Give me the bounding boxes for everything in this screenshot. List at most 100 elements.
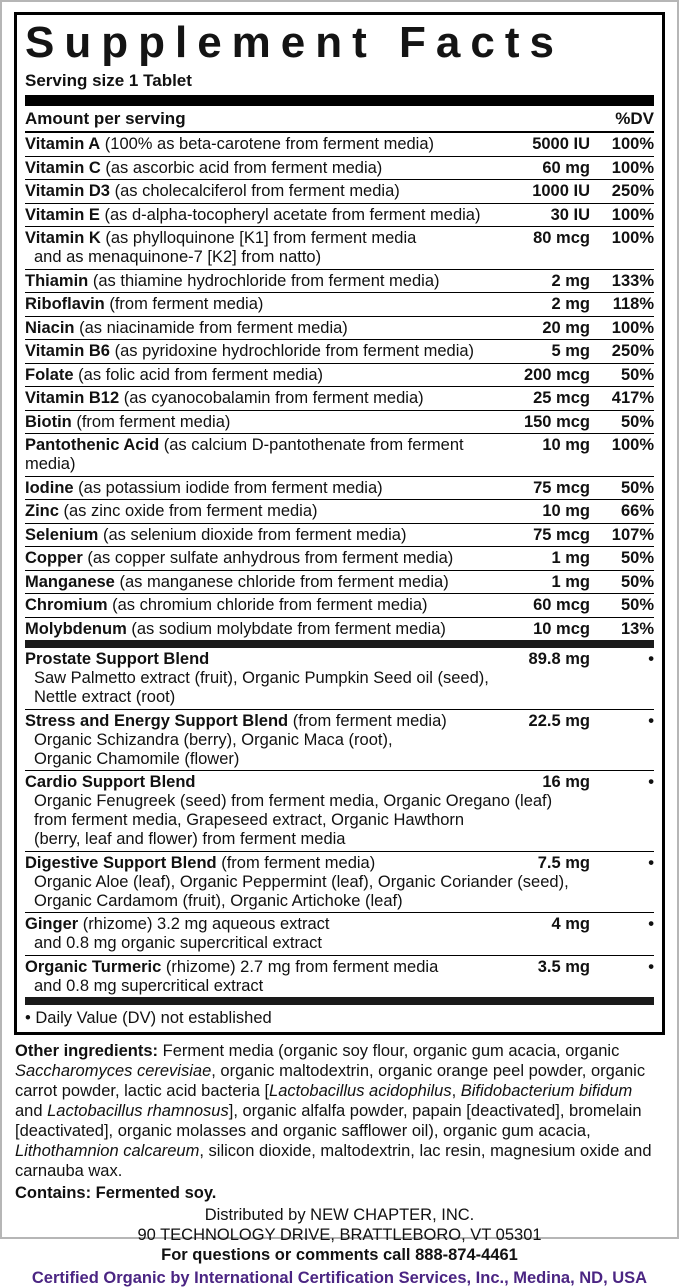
amount-value: 5000 IU: [532, 135, 590, 153]
amount-value: 22.5 mg: [528, 711, 590, 730]
amount-per-serving-header: Amount per serving: [25, 109, 186, 128]
table-row: Vitamin C (as ascorbic acid from ferment…: [25, 155, 654, 180]
dv-value: •: [648, 650, 654, 668]
amount-value: 1 mg: [551, 549, 590, 567]
blend-table: Prostate Support Blend 89.8 mg • Saw Palmet…: [25, 648, 654, 997]
amount-value: 3.5 mg: [537, 957, 590, 976]
ingredient-name: Folate (as folic acid from ferment media…: [25, 365, 324, 384]
phone-line: For questions or comments call 888-874-4…: [161, 1246, 518, 1264]
ingredient-subline: and as menaquinone-7 [K2] from natto): [34, 248, 322, 266]
amount-value: 16 mg: [542, 773, 590, 791]
amount-value: 200 mcg: [523, 365, 590, 384]
ingredient-subline: and 0.8 mg supercritical extract: [34, 976, 264, 995]
ingredient-name: Digestive Support Blend (from ferment me…: [25, 853, 376, 872]
ingredient-name: Vitamin A (100% as beta-carotene from fe…: [25, 135, 435, 153]
ingredient-subline: and 0.8 mg organic supercritical extract: [34, 934, 322, 952]
ingredient-name: Thiamin (as thiamine hydrochloride from …: [25, 271, 440, 290]
divider-thick-bottom: [25, 997, 654, 1005]
dv-value: 100%: [611, 158, 654, 177]
ingredient-subline: Organic Aloe (leaf), Organic Peppermint …: [34, 872, 569, 891]
dv-value: 50%: [620, 365, 654, 384]
amount-value: 20 mg: [542, 318, 590, 337]
dv-value: 13%: [620, 619, 654, 638]
amount-value: 4 mg: [551, 915, 590, 933]
dv-value: 50%: [620, 572, 654, 591]
dv-value: 66%: [620, 502, 654, 520]
table-row: Vitamin E (as d-alpha-tocopheryl acetate…: [25, 202, 654, 227]
divider-thick-middle: [25, 640, 654, 648]
distributor-line: Distributed by NEW CHAPTER, INC.: [204, 1206, 475, 1224]
dv-value: 133%: [611, 271, 654, 290]
ingredient-name: Vitamin E (as d-alpha-tocopheryl acetate…: [25, 205, 481, 224]
amount-value: 75 mcg: [533, 478, 590, 497]
table-row: Vitamin D3 (as cholecalciferol from ferm…: [25, 179, 654, 203]
column-header-row: Amount per serving %DV: [25, 106, 654, 133]
dv-value: 118%: [612, 295, 654, 313]
ingredient-name: Zinc (as zinc oxide from ferment media): [25, 502, 318, 520]
table-row: Digestive Support Blend (from ferment me…: [25, 850, 654, 913]
dv-value: •: [648, 773, 654, 791]
amount-value: 1000 IU: [532, 182, 590, 200]
amount-value: 25 mcg: [533, 389, 590, 407]
dv-value: •: [648, 711, 654, 730]
dv-value: 107%: [611, 525, 654, 544]
amount-value: 2 mg: [551, 271, 590, 290]
dv-value: 50%: [620, 596, 654, 614]
ingredient-name: Molybdenum (as sodium molybdate from fer…: [25, 619, 446, 638]
amount-value: 150 mcg: [523, 412, 590, 431]
ingredient-subline: (berry, leaf and flower) from ferment me…: [34, 830, 346, 848]
dv-header: %DV: [615, 109, 654, 128]
table-row: Riboflavin (from ferment media) 2 mg 118%: [25, 292, 654, 316]
table-row: Cardio Support Blend 16 mg • Organic Fenugr…: [25, 770, 654, 851]
dv-footnote: • Daily Value (DV) not established: [25, 1009, 272, 1027]
ingredient-name: Stress and Energy Support Blend (from fe…: [25, 711, 447, 730]
dv-value: •: [648, 853, 654, 872]
amount-value: 60 mg: [542, 158, 590, 177]
table-row: Manganese (as manganese chloride from fe…: [25, 569, 654, 594]
ingredient-name: Vitamin D3 (as cholecalciferol from ferm…: [25, 182, 400, 200]
ingredient-subline: Organic Schizandra (berry), Organic Maca…: [34, 730, 393, 749]
ingredient-name: Biotin (from ferment media): [25, 412, 231, 431]
table-row: Niacin (as niacinamide from ferment medi…: [25, 315, 654, 340]
ingredient-name: Copper (as copper sulfate anhydrous from…: [25, 549, 454, 567]
table-row: Vitamin B12 (as cyanocobalamin from ferm…: [25, 386, 654, 410]
ingredient-name: Chromium (as chromium chloride from ferm…: [25, 596, 428, 614]
amount-value: 7.5 mg: [537, 853, 590, 872]
table-row: Vitamin B6 (as pyridoxine hydrochloride …: [25, 339, 654, 363]
amount-value: 5 mg: [551, 342, 590, 360]
contains-statement: Contains: Fermented soy.: [15, 1184, 217, 1202]
ingredient-name: Prostate Support Blend: [25, 650, 210, 668]
ingredient-subline: Organic Chamomile (flower): [34, 749, 240, 768]
table-row: Selenium (as selenium dioxide from ferme…: [25, 522, 654, 547]
table-row: Vitamin K (as phylloquinone [K1] from fe…: [25, 226, 654, 269]
amount-value: 75 mcg: [533, 525, 590, 544]
dv-value: 100%: [611, 205, 654, 224]
ingredient-subline: from ferment media, Grapeseed extract, O…: [34, 811, 465, 829]
supplement-facts-panel: Supplement Facts Serving size 1 Tablet A…: [14, 12, 665, 1035]
serving-size: Serving size 1 Tablet: [25, 71, 192, 90]
ingredient-name: Ginger (rhizome) 3.2 mg aqueous extract: [25, 915, 330, 933]
nutrient-table: Vitamin A (100% as beta-carotene from fe…: [25, 133, 654, 640]
dv-value: 50%: [620, 412, 654, 431]
table-row: Molybdenum (as sodium molybdate from fer…: [25, 616, 654, 641]
ingredient-subline: Organic Cardamom (fruit), Organic Artich…: [34, 891, 403, 910]
distributor-block: Distributed by NEW CHAPTER, INC. 90 TECH…: [14, 1205, 665, 1288]
table-row: Ginger (rhizome) 3.2 mg aqueous extract 4…: [25, 912, 654, 955]
ingredient-name: Niacin (as niacinamide from ferment medi…: [25, 318, 348, 337]
ingredient-name: Riboflavin (from ferment media): [25, 295, 264, 313]
table-row: Iodine (as potassium iodide from ferment…: [25, 475, 654, 500]
amount-value: 89.8 mg: [528, 650, 590, 668]
amount-value: 10 mg: [542, 502, 590, 520]
dv-value: 100%: [611, 135, 654, 153]
table-row: Organic Turmeric (rhizome) 2.7 mg from f…: [25, 954, 654, 998]
ingredient-name: Iodine (as potassium iodide from ferment…: [25, 478, 383, 497]
ingredient-subline: Nettle extract (root): [34, 688, 176, 706]
dv-value: 250%: [611, 342, 654, 360]
dv-value: 100%: [611, 318, 654, 337]
table-row: Copper (as copper sulfate anhydrous from…: [25, 546, 654, 570]
certified-organic-line: Certified Organic by International Certi…: [31, 1269, 648, 1287]
table-row: Prostate Support Blend 89.8 mg • Saw Palmet…: [25, 648, 654, 709]
ingredient-name: Pantothenic Acid (as calcium D-pantothen…: [25, 436, 464, 473]
amount-value: 60 mcg: [533, 596, 590, 614]
